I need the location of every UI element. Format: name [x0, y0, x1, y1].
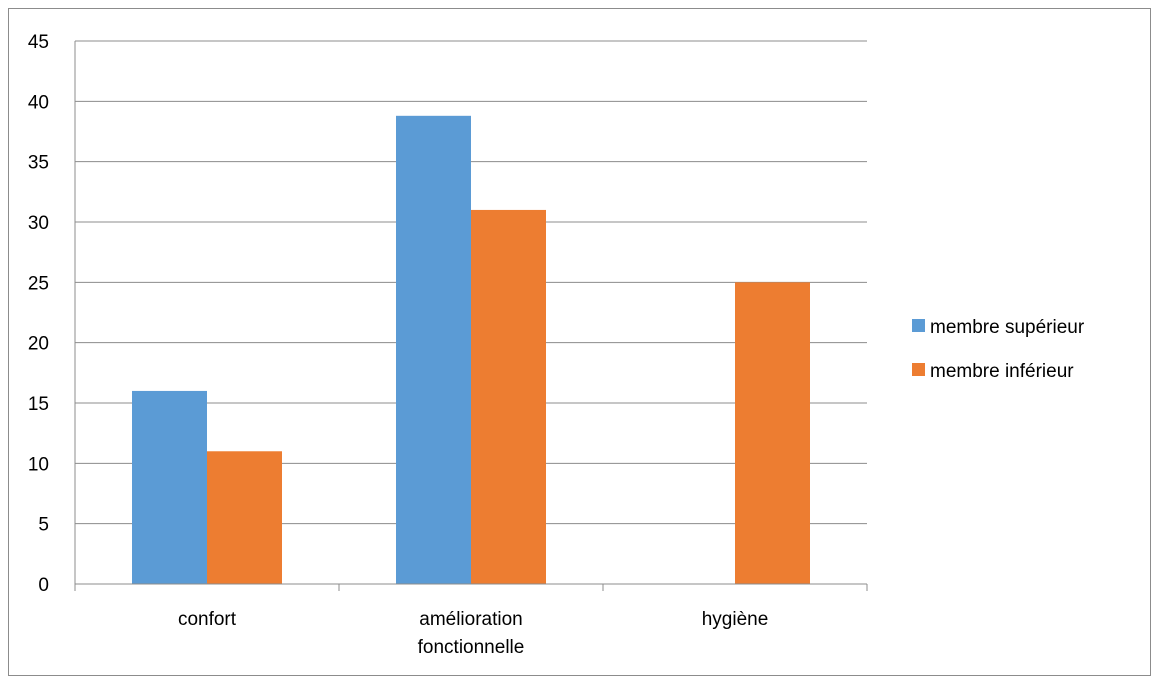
x-category-label: fonctionnelle [418, 637, 525, 658]
x-category-label: confort [178, 609, 237, 630]
bar [396, 115, 471, 585]
bars [132, 115, 810, 585]
legend-label: membre inférieur [930, 361, 1074, 382]
legend-label: membre supérieur [930, 317, 1085, 338]
y-tick-label: 10 [28, 454, 49, 475]
y-tick-label: 0 [38, 575, 49, 596]
y-tick-label: 45 [28, 32, 49, 53]
y-tick-label: 30 [28, 213, 49, 234]
y-tick-label: 5 [38, 515, 49, 536]
y-tick-label: 40 [28, 92, 49, 113]
bar [471, 209, 546, 584]
x-category-label: amélioration [419, 609, 523, 630]
y-axis-ticks: 0 5 10 15 20 25 30 35 40 45 [28, 32, 49, 596]
y-tick-label: 35 [28, 153, 49, 174]
y-tick-label: 25 [28, 273, 49, 294]
y-tick-label: 15 [28, 394, 49, 415]
x-axis-labels: confort amélioration fonctionnelle hygiène [178, 609, 768, 658]
axes [74, 41, 868, 591]
bar [735, 282, 810, 584]
legend-swatch [912, 319, 925, 332]
bar [207, 451, 282, 584]
legend: membre supérieur membre inférieur [912, 317, 1085, 382]
x-category-label: hygiène [702, 609, 769, 630]
y-tick-label: 20 [28, 334, 49, 355]
bar [132, 390, 207, 584]
legend-swatch [912, 363, 925, 376]
